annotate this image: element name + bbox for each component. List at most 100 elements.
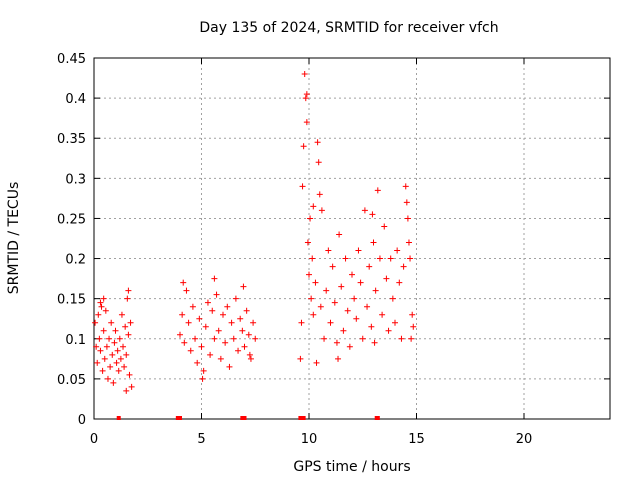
data-point bbox=[127, 319, 134, 326]
data-point bbox=[325, 247, 332, 254]
data-point bbox=[403, 199, 410, 206]
data-point bbox=[194, 359, 201, 366]
data-point bbox=[359, 335, 366, 342]
data-point bbox=[96, 335, 103, 342]
data-point bbox=[372, 287, 379, 294]
data-point bbox=[222, 339, 229, 346]
data-point bbox=[215, 327, 222, 334]
y-tick-label: 0 bbox=[78, 413, 86, 428]
data-point bbox=[349, 271, 355, 278]
data-point bbox=[125, 331, 132, 338]
data-point bbox=[118, 311, 125, 318]
zero-marker bbox=[178, 416, 182, 420]
grid-lines bbox=[94, 58, 610, 419]
data-point bbox=[112, 327, 119, 334]
data-point bbox=[409, 311, 416, 318]
data-point bbox=[113, 359, 120, 366]
data-point bbox=[124, 295, 131, 302]
data-point bbox=[383, 275, 390, 282]
data-point bbox=[331, 299, 338, 306]
data-point bbox=[344, 307, 351, 314]
zero-marker bbox=[375, 416, 380, 420]
data-point bbox=[246, 351, 253, 358]
data-point bbox=[209, 307, 216, 314]
data-point bbox=[211, 335, 218, 342]
data-point bbox=[187, 347, 194, 354]
data-point bbox=[323, 287, 330, 294]
data-point bbox=[189, 303, 196, 310]
data-point bbox=[100, 327, 107, 334]
data-point bbox=[128, 383, 135, 390]
data-point bbox=[313, 359, 320, 366]
data-point bbox=[302, 95, 309, 102]
data-point bbox=[408, 335, 415, 342]
data-point bbox=[102, 307, 109, 314]
zero-marker bbox=[298, 416, 303, 420]
data-point bbox=[101, 355, 108, 362]
data-point bbox=[407, 255, 414, 262]
x-tick-label: 5 bbox=[197, 432, 205, 447]
data-point bbox=[308, 295, 315, 302]
data-point bbox=[93, 343, 100, 350]
data-point bbox=[110, 379, 117, 386]
data-point bbox=[369, 211, 376, 218]
data-point bbox=[100, 295, 107, 302]
data-point bbox=[122, 323, 129, 330]
data-point bbox=[243, 307, 250, 314]
y-tick-label: 0.45 bbox=[57, 52, 86, 67]
data-point bbox=[245, 331, 252, 338]
data-point bbox=[97, 347, 104, 354]
data-point bbox=[310, 311, 317, 318]
data-point bbox=[400, 263, 407, 270]
data-point bbox=[318, 207, 325, 214]
y-tick-label: 0.1 bbox=[65, 333, 86, 348]
data-point bbox=[301, 71, 308, 78]
data-point bbox=[303, 119, 310, 126]
data-point bbox=[224, 303, 231, 310]
data-point bbox=[355, 247, 362, 254]
x-tick-label: 20 bbox=[516, 432, 533, 447]
data-point bbox=[336, 231, 343, 238]
data-point bbox=[232, 295, 239, 302]
data-point bbox=[107, 363, 114, 370]
data-point bbox=[376, 255, 383, 262]
data-point bbox=[392, 319, 398, 326]
data-point bbox=[235, 347, 242, 354]
data-point bbox=[95, 311, 102, 318]
data-point bbox=[371, 339, 378, 346]
data-point bbox=[379, 311, 386, 318]
data-point bbox=[314, 139, 321, 146]
data-point bbox=[361, 207, 368, 214]
data-point bbox=[366, 263, 373, 270]
data-point bbox=[404, 215, 411, 222]
data-point bbox=[98, 303, 105, 310]
data-point bbox=[213, 291, 220, 298]
zero-marker bbox=[116, 416, 121, 420]
data-point bbox=[396, 279, 403, 286]
data-point bbox=[327, 319, 334, 326]
data-point bbox=[303, 91, 310, 98]
data-point bbox=[381, 223, 388, 230]
data-point bbox=[342, 255, 349, 262]
data-point bbox=[340, 327, 347, 334]
data-point bbox=[115, 367, 122, 374]
data-point bbox=[180, 279, 187, 286]
data-point bbox=[353, 315, 360, 322]
data-point bbox=[181, 339, 188, 346]
data-point bbox=[111, 339, 118, 346]
zero-marker bbox=[301, 416, 306, 420]
data-point bbox=[199, 375, 206, 382]
data-point bbox=[304, 239, 311, 246]
data-point bbox=[333, 339, 340, 346]
data-point bbox=[309, 255, 316, 262]
data-point bbox=[252, 335, 259, 342]
data-point bbox=[299, 183, 306, 190]
data-point bbox=[192, 335, 199, 342]
data-point bbox=[398, 335, 405, 342]
y-tick-label: 0.4 bbox=[65, 92, 86, 107]
data-point bbox=[123, 351, 130, 358]
data-point bbox=[374, 187, 381, 194]
data-point bbox=[200, 367, 207, 374]
y-axis-label: SRMTID / TECUs bbox=[6, 182, 22, 295]
